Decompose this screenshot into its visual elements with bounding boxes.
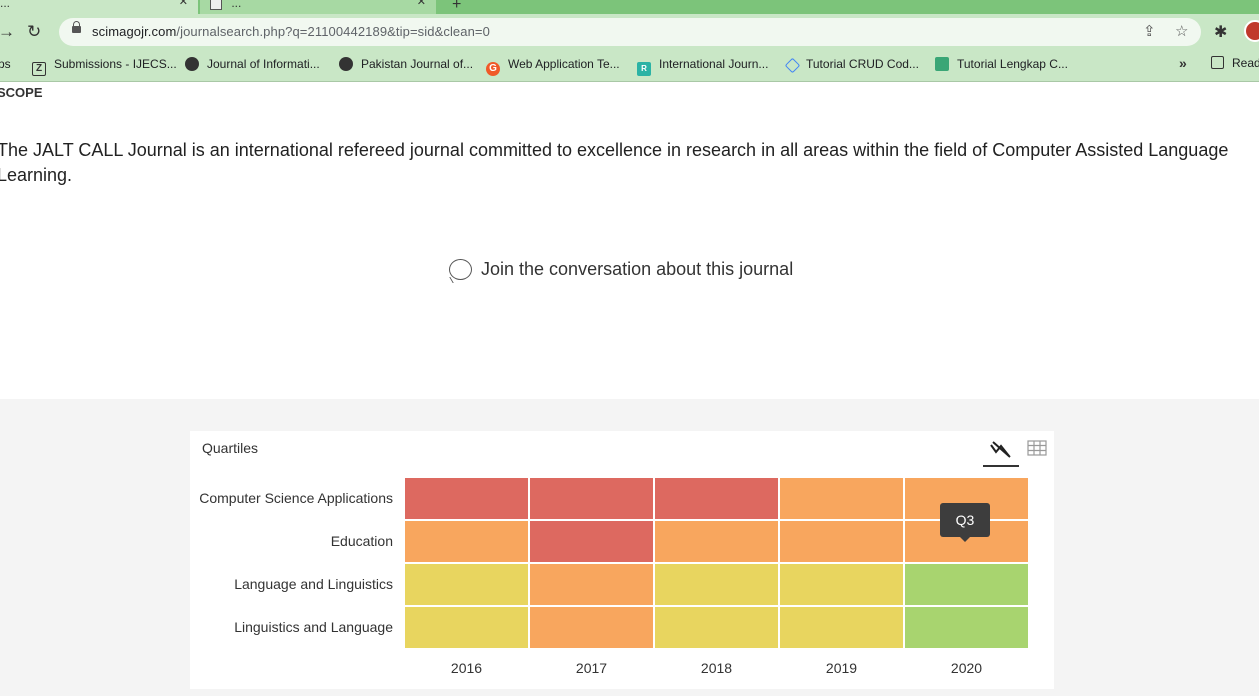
forward-arrow-icon[interactable]: → [0, 22, 15, 41]
row-label: Education [330, 533, 393, 549]
bookmark-label: International Journ... [659, 57, 769, 71]
heatmap-cell[interactable] [404, 520, 529, 563]
table-view-button[interactable] [1026, 437, 1048, 459]
heatmap-cell[interactable] [654, 520, 779, 563]
reading-list-label: Read [1232, 56, 1259, 70]
bookmark-item[interactable]: G Web Application Te... [486, 56, 620, 76]
globe-icon [185, 57, 199, 71]
scope-description: The JALT CALL Journal is an internationa… [0, 140, 1229, 185]
row-label: Language and Linguistics [234, 576, 393, 592]
bookmark-label: Tutorial Lengkap C... [957, 57, 1068, 71]
book-icon [935, 57, 949, 71]
year-label: 2019 [825, 660, 858, 676]
quartiles-card: Quartiles Computer Science Applications E… [190, 431, 1054, 689]
researchgate-icon: R [637, 62, 651, 76]
profile-avatar[interactable] [1244, 20, 1259, 42]
bookmark-item[interactable]: Pakistan Journal of... [339, 56, 473, 72]
address-bar[interactable]: scimagojr.com/journalsearch.php?q=211004… [59, 18, 1201, 46]
page-icon [210, 0, 222, 10]
orange-logo-icon: G [486, 62, 500, 76]
chart-view-button[interactable] [983, 435, 1019, 467]
row-label: Linguistics and Language [234, 619, 393, 635]
new-tab-icon[interactable]: + [452, 0, 462, 13]
bookmark-item[interactable]: R International Journ... [637, 56, 768, 76]
bookmark-item[interactable]: Z Submissions - IJECS... [32, 56, 177, 76]
heatmap-cell[interactable] [529, 520, 654, 563]
heatmap-cell[interactable] [904, 563, 1029, 606]
bookmark-apps[interactable]: ps [0, 56, 11, 72]
tab-active[interactable]: ... ✕ [0, 0, 198, 14]
heatmap-cell[interactable] [529, 563, 654, 606]
speech-bubble-icon [449, 258, 472, 280]
share-icon[interactable]: ⇪ [1143, 23, 1156, 40]
year-label: 2020 [950, 660, 983, 676]
bookmark-label: Journal of Informati... [207, 57, 320, 71]
bookmarks-bar: ps Z Submissions - IJECS... Journal of In… [0, 50, 1259, 82]
url-text[interactable]: scimagojr.com/journalsearch.php?q=211004… [92, 24, 490, 39]
heatmap-cell[interactable] [529, 477, 654, 520]
heatmap-cell[interactable] [904, 606, 1029, 649]
heatmap-cell[interactable] [779, 563, 904, 606]
bookmark-item[interactable]: Tutorial CRUD Cod... [784, 56, 919, 74]
tab-inactive[interactable]: ... ✕ [200, 0, 436, 14]
heatmap-cell[interactable] [404, 563, 529, 606]
quartile-tooltip: Q3 [940, 503, 990, 542]
reload-icon[interactable]: ↻ [27, 22, 42, 41]
browser-toolbar: → ↻ scimagojr.com/journalsearch.php?q=21… [0, 14, 1259, 50]
bookmark-label: Tutorial CRUD Cod... [806, 57, 919, 71]
heatmap-cell[interactable] [779, 477, 904, 520]
bookmark-item[interactable]: Tutorial Lengkap C... [935, 56, 1068, 72]
globe-icon [339, 57, 353, 71]
row-label: Computer Science Applications [199, 490, 393, 506]
heatmap-cell[interactable] [654, 606, 779, 649]
reading-list-icon [1211, 56, 1224, 69]
tab-strip: ... ✕ ... ✕ + [0, 0, 1259, 14]
heatmap-cell[interactable] [779, 606, 904, 649]
heatmap-cell[interactable] [529, 606, 654, 649]
year-label: 2016 [450, 660, 483, 676]
bookmark-item[interactable]: Journal of Informati... [185, 56, 320, 72]
heatmap-cell[interactable] [654, 563, 779, 606]
heatmap-cell[interactable] [654, 477, 779, 520]
more-bookmarks-icon[interactable]: » [1179, 55, 1187, 71]
card-title: Quartiles [202, 440, 259, 456]
z-logo-icon: Z [32, 62, 46, 76]
heatmap-cell[interactable] [904, 477, 1029, 520]
year-label: 2018 [700, 660, 733, 676]
code-icon [784, 57, 801, 74]
year-label: 2017 [575, 660, 608, 676]
trend-chart-icon [990, 441, 1011, 458]
lock-icon[interactable] [72, 21, 81, 33]
heatmap-cell[interactable] [404, 477, 529, 520]
bookmark-label: Submissions - IJECS... [54, 57, 177, 71]
close-icon[interactable]: ✕ [178, 0, 188, 8]
heatmap-cell[interactable] [404, 606, 529, 649]
extensions-puzzle-icon[interactable]: ✱ [1214, 24, 1228, 41]
bookmark-star-icon[interactable]: ☆ [1175, 23, 1189, 40]
join-conversation-link[interactable]: Join the conversation about this journal [449, 256, 793, 282]
reading-list-button[interactable]: Read [1211, 56, 1259, 70]
url-host: scimagojr.com [92, 24, 177, 39]
table-grid-icon [1027, 440, 1047, 456]
url-path: /journalsearch.php?q=21100442189&tip=sid… [176, 24, 490, 39]
scope-heading: SCOPE [0, 85, 43, 100]
tab-label: ... [231, 0, 242, 10]
bookmark-label: Pakistan Journal of... [361, 57, 474, 71]
bookmark-label: ps [0, 57, 11, 71]
bookmark-label: Web Application Te... [508, 57, 620, 71]
join-conversation-label: Join the conversation about this journal [481, 258, 794, 279]
tab-label: ... [0, 0, 11, 10]
heatmap-cell[interactable] [779, 520, 904, 563]
close-icon[interactable]: ✕ [416, 0, 426, 8]
